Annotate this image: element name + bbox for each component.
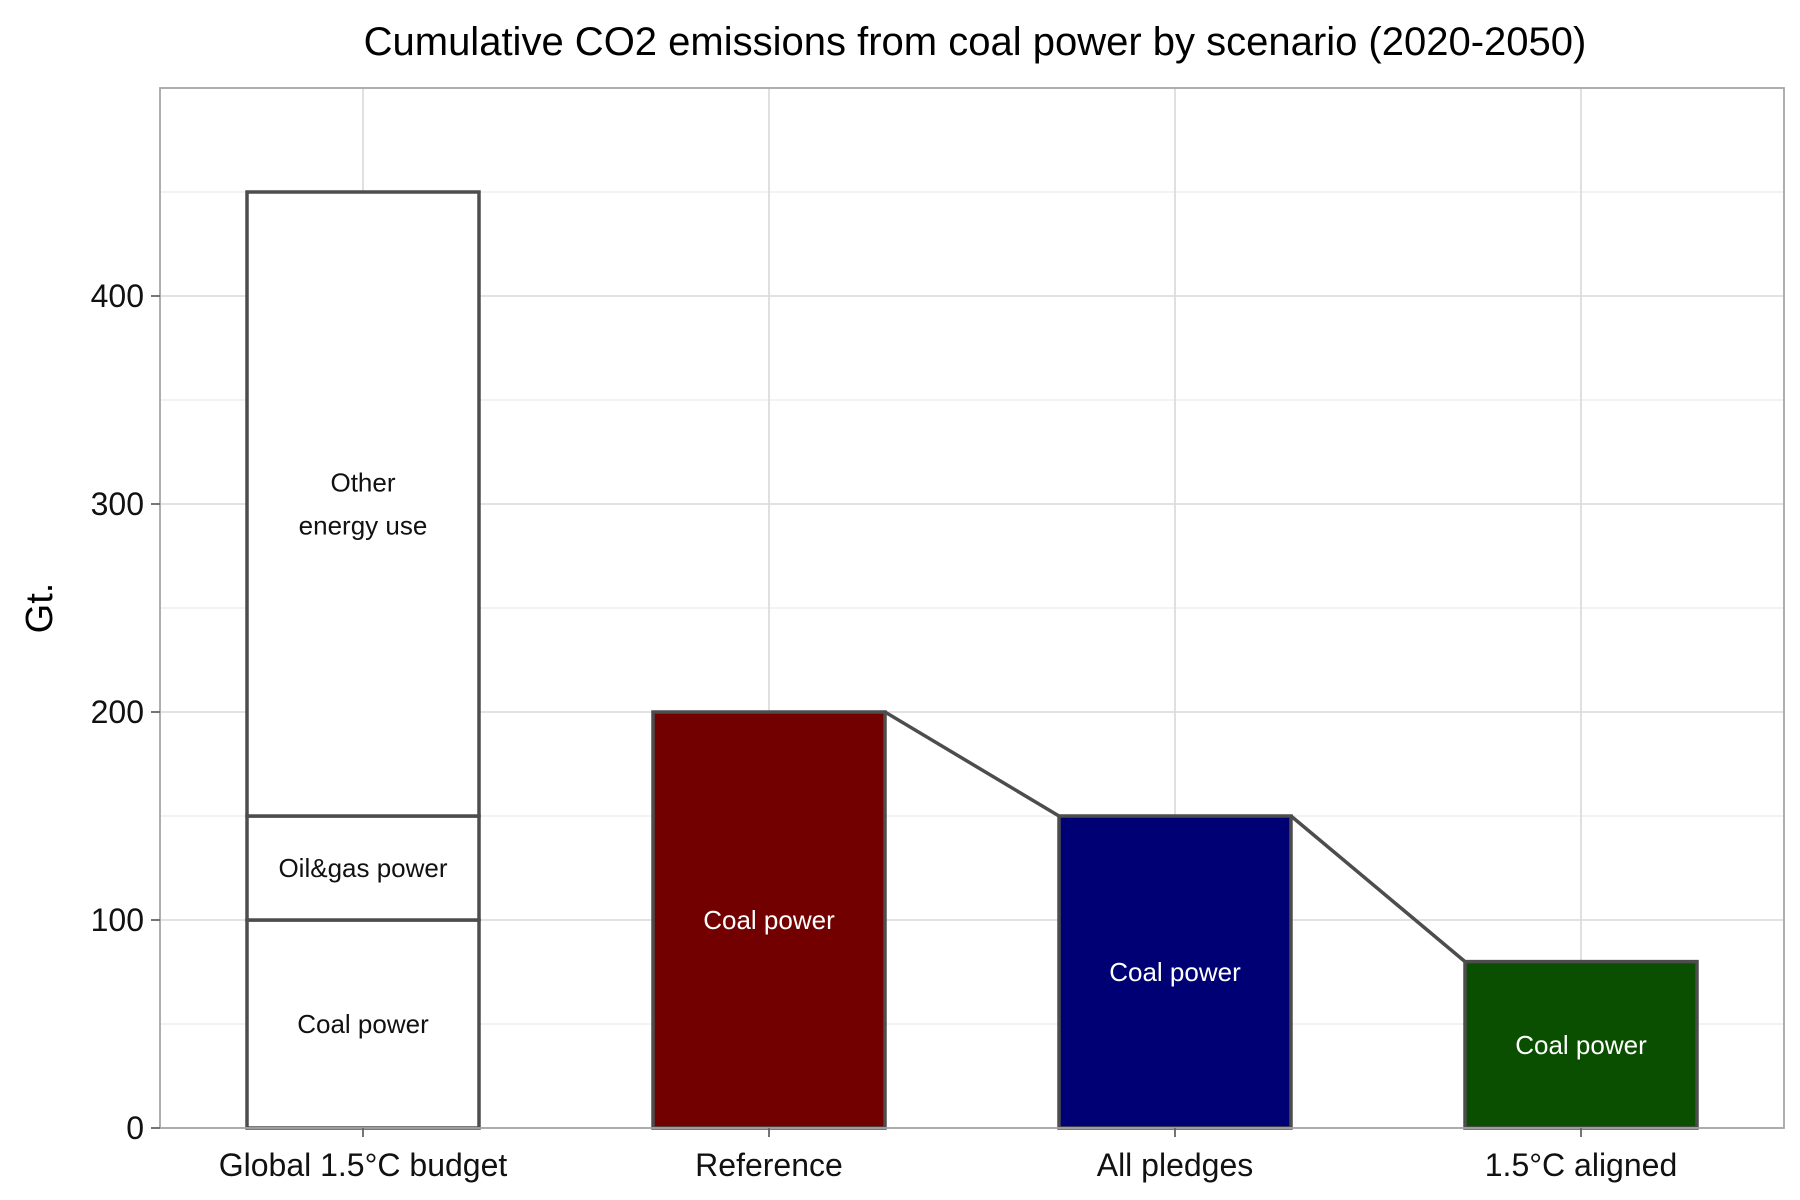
x-tick-label: Reference	[695, 1147, 843, 1183]
scenario-bar-label: Coal power	[703, 905, 835, 935]
connector-line	[1289, 814, 1467, 963]
y-tick-label: 400	[91, 278, 144, 314]
y-tick-label: 300	[91, 486, 144, 522]
connectors	[884, 710, 1467, 963]
budget-segment-label: Coal power	[297, 1009, 429, 1039]
budget-segment-label: energy use	[299, 511, 428, 541]
y-tick-label: 100	[91, 902, 144, 938]
scenario-bar	[1057, 814, 1293, 1130]
budget-segment-label: Other	[330, 468, 395, 498]
axes: 0 100 200 300 400 Global 1.5°C budget Referenc…	[91, 87, 1785, 1183]
y-axis-label: Gt.	[19, 583, 61, 634]
bars	[245, 190, 1699, 1130]
chart-title: Cumulative CO2 emissions from coal power…	[364, 20, 1587, 64]
budget-segment-3	[245, 190, 481, 818]
budget-segment-label: Oil&gas power	[278, 853, 447, 883]
scenario-bar-label: Coal power	[1515, 1030, 1647, 1060]
scenario-bar	[651, 710, 887, 1130]
x-tick-label: All pledges	[1097, 1147, 1254, 1183]
connector-line	[884, 710, 1060, 818]
x-tick-label: Global 1.5°C budget	[219, 1147, 508, 1183]
budget-segment-2	[245, 814, 481, 922]
budget-segment-1	[245, 918, 481, 1130]
scenario-bar	[1463, 959, 1699, 1130]
y-tick-label: 200	[91, 694, 144, 730]
labels: Coal power Oil&gas power Other energy use Co…	[278, 468, 1647, 1060]
scenario-bar-label: Coal power	[1109, 957, 1241, 987]
x-tick-label: 1.5°C aligned	[1485, 1147, 1677, 1183]
y-tick-label: 0	[126, 1110, 144, 1146]
plot-border	[159, 87, 1785, 1129]
